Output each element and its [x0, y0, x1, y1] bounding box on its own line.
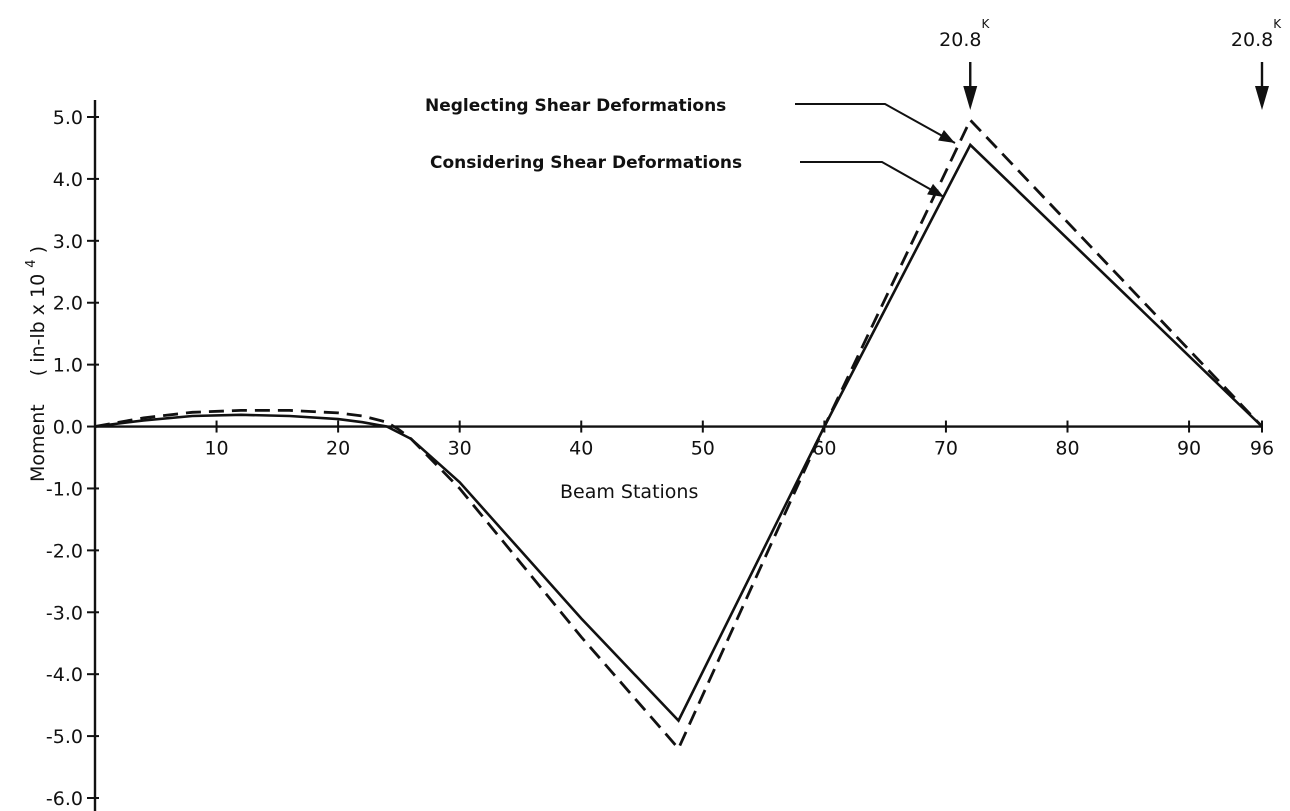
annotation-arrowhead	[927, 183, 944, 197]
y-tick-label: 2.0	[53, 293, 83, 315]
y-tick-label: 1.0	[53, 355, 83, 377]
annotations-layer: Neglecting Shear Deformations Considering…	[425, 96, 956, 198]
x-tick-label: 30	[448, 438, 472, 460]
y-axis-label-units-exponent: 4	[24, 259, 39, 267]
annotation-text: Considering Shear Deformations	[430, 153, 742, 173]
annotation-arrowhead	[938, 129, 955, 143]
load-label: 20.8K	[939, 17, 990, 51]
series-layer	[94, 117, 1264, 752]
y-tick-label: 5.0	[53, 107, 83, 129]
load-arrow-head	[1255, 86, 1269, 110]
annotation-neglecting: Neglecting Shear Deformations	[425, 96, 956, 144]
x-tick-label: 10	[204, 438, 228, 460]
annotation-text: Neglecting Shear Deformations	[425, 96, 726, 116]
tick-marks: 5.0 4.0 3.0 2.0 1.0 0.0 -1.0 -2.0 -3.0 -4.0 -5.0 -6…	[46, 107, 1274, 810]
x-axis-label: Beam Stations	[560, 481, 698, 503]
x-tick-label: 80	[1055, 438, 1079, 460]
x-tick-label: 70	[934, 438, 958, 460]
y-tick-label: -5.0	[46, 726, 83, 748]
y-axis-label: Moment ( in-lb x 10 4 )	[18, 246, 49, 482]
y-axis-label-name: Moment	[27, 404, 49, 482]
y-tick-label: 0.0	[53, 417, 83, 439]
y-tick-label: -3.0	[46, 602, 83, 624]
x-tick-label: 40	[569, 438, 593, 460]
x-tick-label: 20	[326, 438, 350, 460]
annotation-considering: Considering Shear Deformations	[430, 153, 945, 198]
load-arrow-head	[963, 86, 978, 110]
load-unit-superscript: K	[1273, 17, 1282, 31]
x-tick-label: 96	[1250, 438, 1274, 460]
y-tick-label: -4.0	[46, 664, 83, 686]
series-line-considering-shear	[94, 142, 1263, 723]
y-tick-label: -1.0	[46, 478, 83, 500]
load-value: 20.8	[1231, 29, 1273, 51]
y-axis-label-units-prefix: ( in-lb x 10	[27, 274, 49, 376]
y-tick-label: 3.0	[53, 231, 83, 253]
y-tick-label: -6.0	[46, 788, 83, 810]
series-line-neglecting-shear	[94, 117, 1264, 752]
load-value: 20.8	[939, 29, 981, 51]
axes	[93, 100, 1262, 811]
annotation-leader	[800, 161, 945, 198]
y-tick-label: 4.0	[53, 169, 83, 191]
x-tick-label: 90	[1177, 438, 1201, 460]
x-tick-label: 50	[691, 438, 715, 460]
load-label: 20.8K	[1231, 17, 1282, 51]
annotation-leader	[795, 103, 956, 144]
load-arrow-1: 20.8K	[939, 17, 990, 110]
y-axis-label-units-suffix: )	[27, 246, 49, 253]
load-unit-superscript: K	[981, 17, 990, 31]
load-arrow-2: 20.8K	[1231, 17, 1282, 110]
y-tick-label: -2.0	[46, 540, 83, 562]
